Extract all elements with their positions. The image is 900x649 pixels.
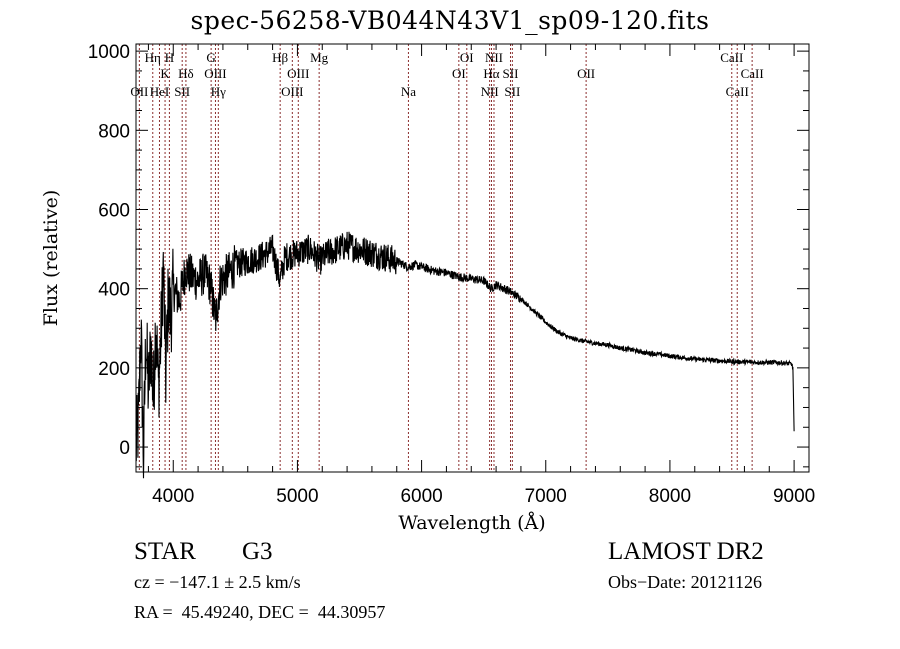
marker-label: HeI (150, 84, 170, 99)
marker-label: OIII (281, 84, 303, 99)
marker-label: CaII (726, 84, 749, 99)
x-tick-label: 7000 (525, 486, 567, 507)
x-tick-label: 5000 (276, 486, 318, 507)
spectrum-line (135, 231, 795, 479)
marker-label: SII (504, 84, 520, 99)
chart-title: spec-56258-VB044N43V1_sp09-120.fits (190, 6, 710, 35)
redshift-readout: cz = −147.1 ± 2.5 km/s (134, 572, 301, 592)
y-tick-label: 800 (98, 121, 130, 142)
marker-label: Hα (483, 66, 499, 81)
y-tick-label: 600 (98, 200, 130, 221)
survey-name: LAMOST DR2 (608, 538, 764, 565)
x-tick-label: 9000 (773, 486, 815, 507)
marker-label: Hγ (211, 84, 226, 99)
marker-label: OII (577, 66, 595, 81)
marker-label: OII (130, 84, 148, 99)
y-tick-label: 0 (119, 438, 130, 459)
marker-label: CaII (741, 66, 764, 81)
marker-label: K (160, 66, 170, 81)
x-axis-label: Wavelength (Å) (398, 512, 545, 534)
marker-label: Hβ (272, 50, 288, 65)
marker-label: H (165, 50, 174, 65)
y-axis-label: Flux (relative) (40, 190, 62, 327)
marker-label: OI (460, 50, 474, 65)
spectrum-layer (135, 231, 795, 479)
object-class: STAR (134, 538, 196, 565)
marker-label: SII (174, 84, 190, 99)
marker-label: NII (485, 50, 503, 65)
marker-label: OI (452, 66, 466, 81)
marker-label: Hδ (178, 66, 194, 81)
plot-frame (135, 43, 810, 473)
x-tick-label: 8000 (649, 486, 691, 507)
y-tick-label: 200 (98, 359, 130, 380)
marker-label: OIII (287, 66, 309, 81)
x-tick-label: 6000 (400, 486, 442, 507)
line-marker-labels: OIIHηHeIKHSIIHδGOIIIHγHβOIIIOIIIMgNaOIOI… (130, 50, 763, 99)
marker-label: Mg (310, 50, 329, 65)
x-tick-label: 4000 (152, 486, 194, 507)
marker-label: OIII (204, 66, 226, 81)
obs-date: Obs−Date: 20121126 (608, 572, 762, 592)
marker-label: G (206, 50, 215, 65)
marker-label: SII (503, 66, 519, 81)
marker-label: Na (401, 84, 416, 99)
marker-label: Hη (145, 50, 161, 65)
y-tick-label: 400 (98, 280, 130, 301)
line-markers (138, 44, 753, 472)
coordinates: RA = 45.49240, DEC = 44.30957 (134, 602, 386, 622)
marker-label: CaII (720, 50, 743, 65)
axes: 4000 5000 6000 7000 8000 9000 0 200 400 600 800 100… (88, 42, 816, 507)
marker-label: NII (481, 84, 499, 99)
y-tick-label: 1000 (88, 42, 130, 63)
subclass: G3 (242, 538, 273, 565)
